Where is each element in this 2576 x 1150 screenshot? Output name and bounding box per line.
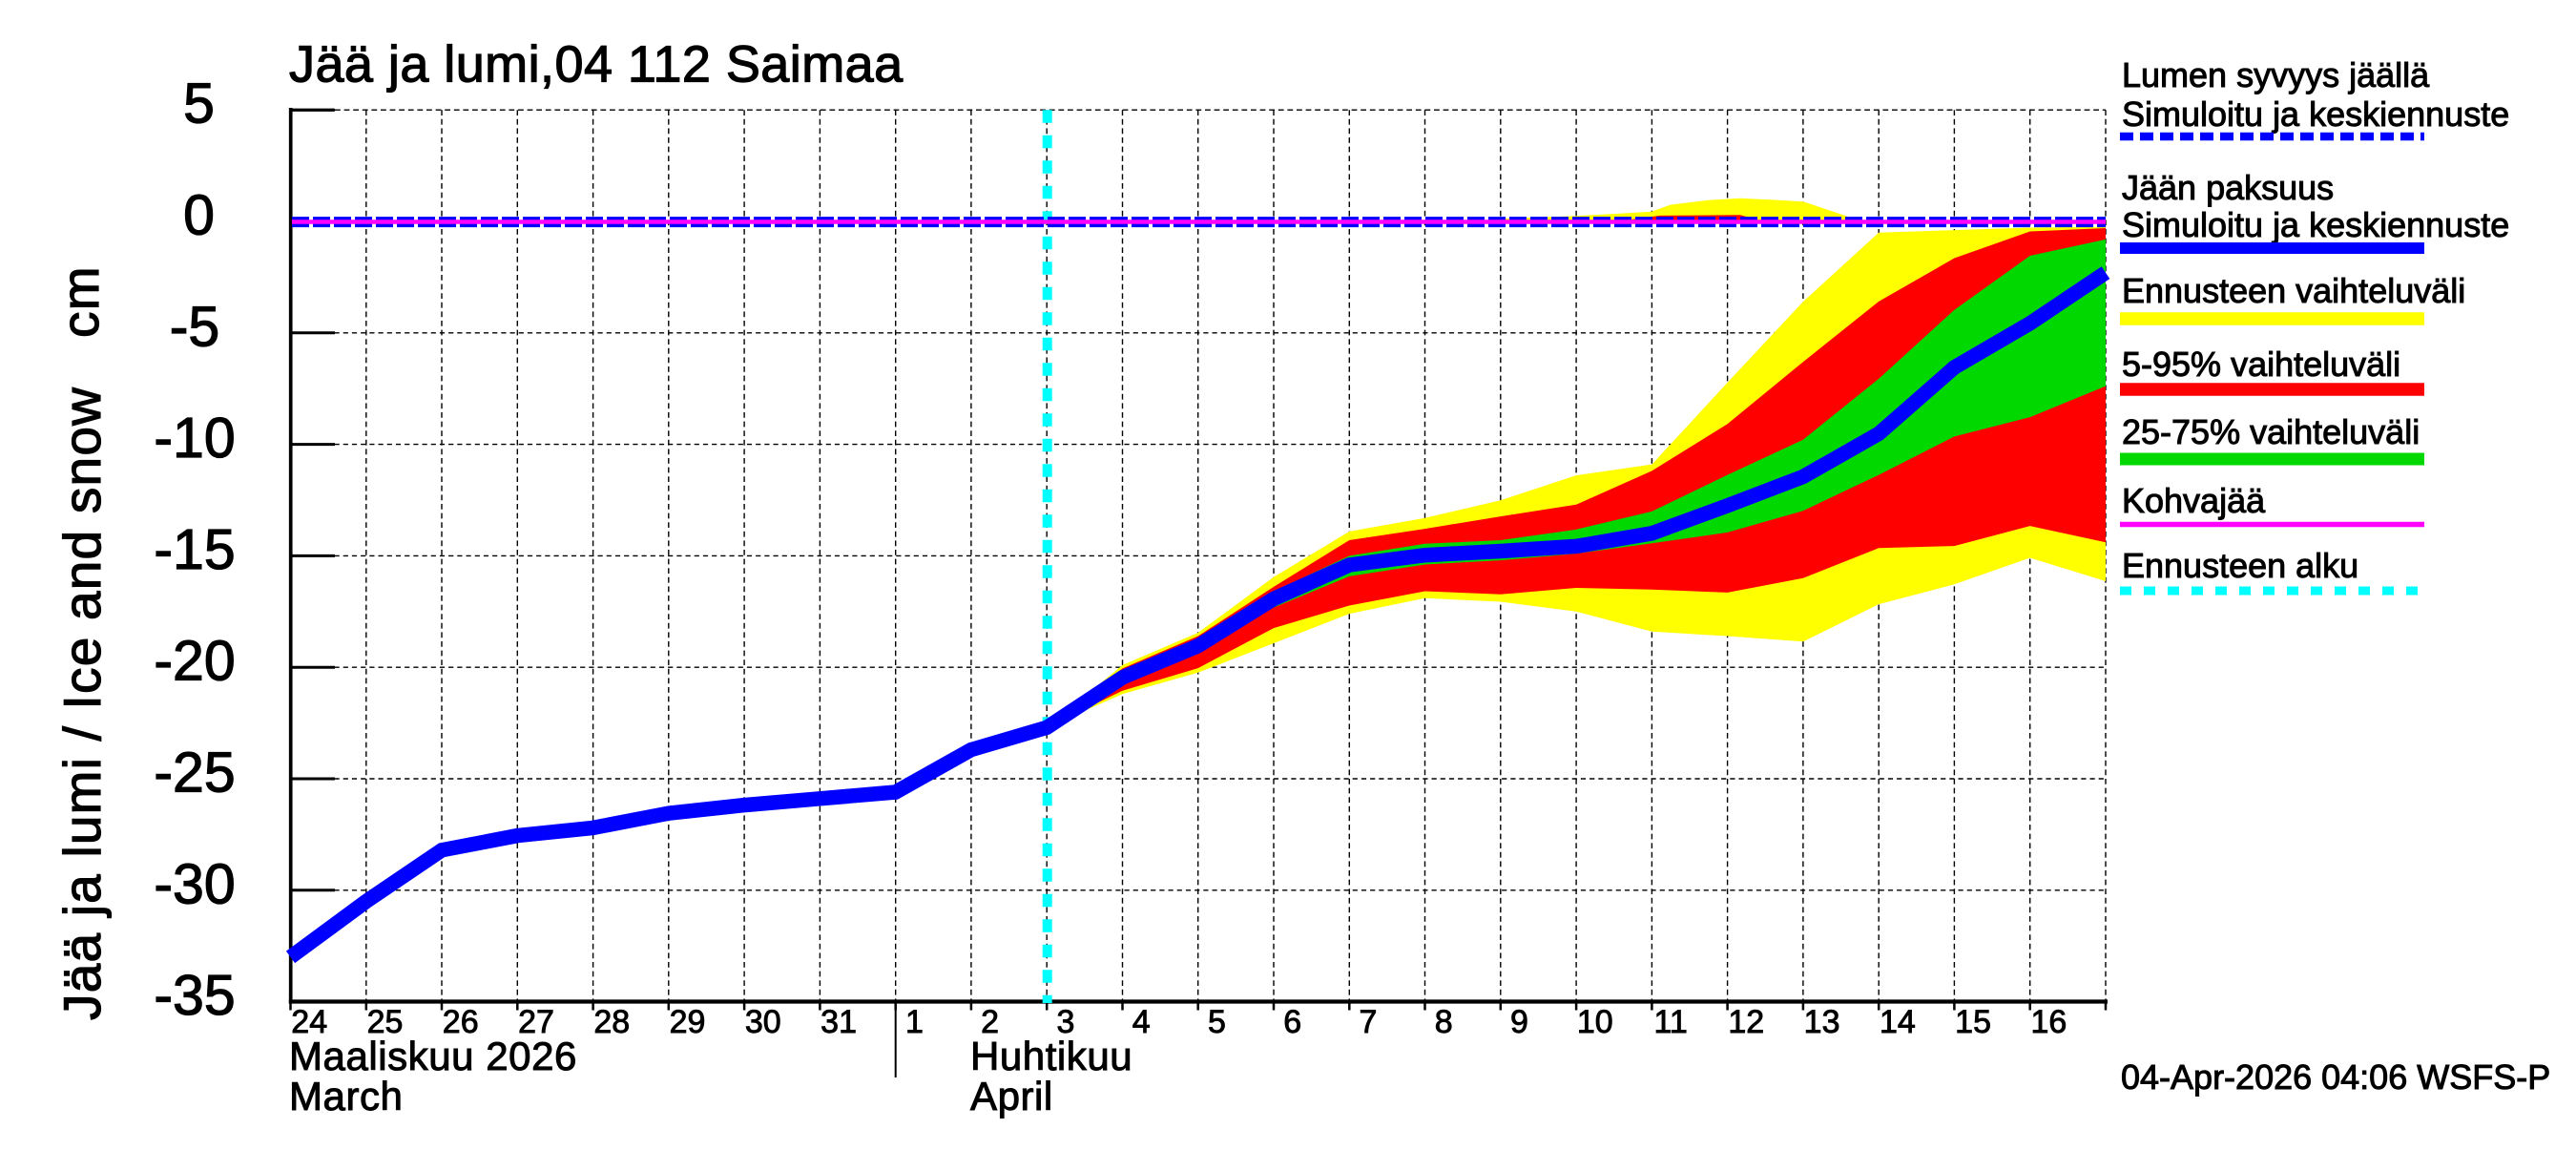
svg-text:25-75% vaihteluväli: 25-75% vaihteluväli	[2122, 412, 2420, 451]
svg-text:13: 13	[1804, 1004, 1840, 1040]
svg-text:3: 3	[1056, 1004, 1074, 1040]
svg-text:0: 0	[183, 184, 215, 247]
svg-text:-5: -5	[170, 295, 219, 358]
svg-text:April: April	[970, 1074, 1053, 1119]
svg-text:5: 5	[183, 73, 215, 136]
svg-text:Simuloitu ja keskiennuste: Simuloitu ja keskiennuste	[2122, 94, 2509, 134]
svg-text:30: 30	[745, 1004, 781, 1040]
svg-text:24: 24	[291, 1004, 327, 1040]
svg-text:March: March	[289, 1074, 403, 1119]
svg-text:Ennusteen alku: Ennusteen alku	[2122, 546, 2358, 585]
svg-text:Huhtikuu: Huhtikuu	[970, 1034, 1132, 1078]
svg-text:-10: -10	[154, 407, 235, 470]
svg-text:-20: -20	[154, 630, 235, 693]
svg-text:11: 11	[1653, 1004, 1687, 1040]
svg-text:9: 9	[1510, 1004, 1528, 1040]
svg-text:Ennusteen vaihteluväli: Ennusteen vaihteluväli	[2122, 271, 2465, 310]
svg-text:4: 4	[1132, 1004, 1151, 1040]
svg-text:cm: cm	[51, 265, 110, 338]
svg-text:6: 6	[1283, 1004, 1301, 1040]
svg-text:5: 5	[1208, 1004, 1226, 1040]
svg-text:1: 1	[905, 1004, 924, 1040]
svg-text:8: 8	[1435, 1004, 1453, 1040]
svg-text:15: 15	[1955, 1004, 1991, 1040]
svg-text:Maaliskuu 2026: Maaliskuu 2026	[289, 1034, 577, 1078]
svg-text:25: 25	[367, 1004, 404, 1040]
svg-text:04-Apr-2026 04:06 WSFS-P: 04-Apr-2026 04:06 WSFS-P	[2121, 1057, 2550, 1097]
svg-text:-30: -30	[154, 852, 235, 915]
svg-text:Lumen syvyys jäällä: Lumen syvyys jäällä	[2122, 55, 2430, 94]
svg-text:Simuloitu ja keskiennuste: Simuloitu ja keskiennuste	[2122, 205, 2509, 244]
svg-text:29: 29	[670, 1004, 706, 1040]
svg-text:27: 27	[518, 1004, 554, 1040]
svg-text:-15: -15	[154, 518, 235, 581]
svg-text:31: 31	[821, 1004, 857, 1040]
svg-text:Kohvajää: Kohvajää	[2122, 481, 2266, 520]
svg-text:-25: -25	[154, 742, 235, 805]
svg-text:5-95% vaihteluväli: 5-95% vaihteluväli	[2122, 345, 2400, 384]
svg-text:2: 2	[981, 1004, 999, 1040]
svg-text:Jää ja lumi / Ice and snow: Jää ja lumi / Ice and snow	[52, 387, 112, 1020]
svg-text:14: 14	[1880, 1004, 1916, 1040]
svg-text:26: 26	[443, 1004, 479, 1040]
svg-text:10: 10	[1577, 1004, 1613, 1040]
svg-text:7: 7	[1360, 1004, 1378, 1040]
svg-text:28: 28	[593, 1004, 630, 1040]
svg-text:12: 12	[1728, 1004, 1764, 1040]
svg-text:16: 16	[2030, 1004, 2067, 1040]
svg-text:Jää ja lumi,04 112 Saimaa: Jää ja lumi,04 112 Saimaa	[289, 36, 904, 94]
svg-text:-35: -35	[154, 964, 235, 1027]
svg-text:Jään paksuus: Jään paksuus	[2122, 168, 2334, 207]
